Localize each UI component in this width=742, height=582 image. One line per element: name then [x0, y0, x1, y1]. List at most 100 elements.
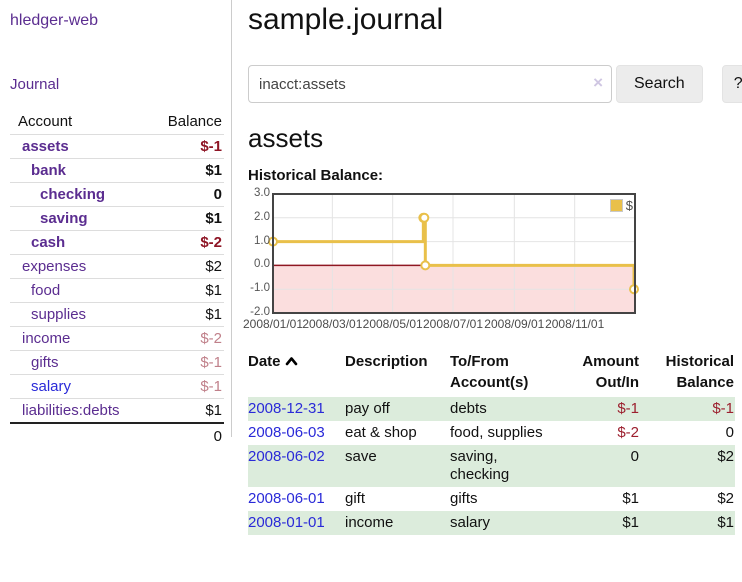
account-name-cell: cash — [10, 231, 151, 255]
account-link-income[interactable]: income — [22, 330, 71, 347]
account-link-assets[interactable]: assets — [22, 138, 69, 155]
transaction-date-cell: 2008-06-01 — [248, 487, 345, 511]
transaction-date-cell: 2008-12-31 — [248, 397, 345, 421]
transaction-date-link[interactable]: 2008-01-01 — [248, 514, 325, 531]
transaction-balance-cell: $2 — [640, 445, 735, 487]
total-spacer — [10, 423, 151, 449]
account-balance: $-2 — [200, 330, 222, 347]
account-row: food $1 — [10, 278, 224, 303]
account-balance: $1 — [205, 162, 222, 179]
x-axis-tick-label: 2008/05/01 — [362, 317, 423, 331]
transaction-date-cell: 2008-01-01 — [248, 511, 345, 535]
account-row: liabilities:debts $1 — [10, 398, 224, 424]
account-balance: $-1 — [200, 138, 222, 155]
account-link-cash[interactable]: cash — [31, 234, 66, 251]
search-input[interactable] — [248, 65, 612, 103]
account-row: bank $1 — [10, 158, 224, 183]
accounts-total-value: 0 — [213, 428, 222, 445]
account-name-cell: checking — [10, 183, 151, 207]
page-title: sample.journal — [248, 3, 444, 36]
y-axis-tick-label: -1.0 — [250, 282, 270, 295]
account-row: income $-2 — [10, 326, 224, 351]
x-axis-tick-label: 2008/01/01 — [242, 317, 304, 331]
account-name-cell: supplies — [10, 303, 151, 327]
legend-label: $ — [625, 198, 633, 213]
account-link-checking[interactable]: checking — [40, 186, 106, 203]
chart-canvas — [268, 193, 640, 314]
legend-swatch-icon — [609, 199, 623, 212]
account-row: gifts $-1 — [10, 350, 224, 375]
search-input-wrap: × — [248, 65, 612, 103]
transaction-date-link[interactable]: 2008-06-01 — [248, 490, 325, 507]
account-column-header: Account — [18, 113, 73, 130]
x-axis-tick-label: 2008/07/01 — [422, 317, 484, 331]
balance-column-header: Balance — [167, 113, 222, 130]
account-link-salary[interactable]: salary — [31, 378, 72, 395]
account-row: cash $-2 — [10, 230, 224, 255]
transaction-balance-cell: 0 — [725, 424, 734, 441]
help-button[interactable]: ? — [721, 65, 742, 103]
account-name-cell: assets — [10, 135, 151, 159]
account-balance: $-2 — [200, 234, 222, 251]
transaction-date-link[interactable]: 2008-06-02 — [248, 448, 325, 465]
account-row: salary $-1 — [10, 374, 224, 399]
transaction-description-cell: eat & shop — [345, 424, 417, 441]
transaction-description-cell: income — [345, 511, 450, 535]
y-axis-tick-label: 1.0 — [254, 234, 270, 247]
transaction-row: 2008-01-01 income salary $1 $1 — [248, 511, 735, 535]
account-row: saving $1 — [10, 206, 224, 231]
amount-column-header: Amount Out/In — [582, 353, 639, 391]
transaction-date-link[interactable]: 2008-12-31 — [248, 400, 325, 417]
main-content: sample.journal × Search ? assets Histori… — [232, 0, 742, 535]
account-balance: $1 — [205, 402, 222, 419]
clear-search-icon[interactable]: × — [593, 73, 603, 92]
account-title: assets — [248, 123, 324, 153]
account-link-gifts[interactable]: gifts — [31, 354, 59, 371]
account-link-supplies[interactable]: supplies — [31, 306, 87, 323]
account-link-liabilities-debts[interactable]: liabilities:debts — [22, 402, 120, 419]
register-header-row: Date Description To/From Account(s) Amou… — [248, 349, 735, 397]
register-table: Date Description To/From Account(s) Amou… — [248, 349, 735, 535]
transaction-amount-cell: 0 — [565, 445, 640, 487]
x-axis-tick-label: 2008/11/01 — [545, 317, 605, 331]
account-row: assets $-1 — [10, 134, 224, 159]
description-column-header: Description — [345, 353, 428, 370]
transaction-accounts-cell: salary — [450, 511, 565, 535]
account-name-cell: salary — [10, 375, 151, 399]
transaction-row: 2008-06-03 eat & shop food, supplies $-2 0 — [248, 421, 735, 445]
search-form: × Search ? — [248, 65, 742, 103]
account-link-expenses[interactable]: expenses — [22, 258, 87, 275]
account-link-food[interactable]: food — [31, 282, 61, 299]
transaction-balance-cell: $2 — [717, 490, 734, 507]
transaction-accounts-cell: food, supplies — [450, 424, 543, 441]
transaction-description-cell: gift — [345, 490, 366, 507]
transaction-date-cell: 2008-06-02 — [248, 445, 345, 487]
search-button[interactable]: Search — [616, 65, 703, 103]
x-axis-tick-label: 2008/09/01 — [484, 317, 545, 331]
nav-journal-link[interactable]: Journal — [10, 76, 60, 93]
account-balance: $2 — [205, 258, 222, 275]
chart-legend: $ — [609, 198, 633, 213]
account-row: expenses $2 — [10, 254, 224, 279]
y-axis-tick-label: 0.0 — [254, 258, 270, 271]
y-axis-tick-label: 2.0 — [254, 210, 270, 223]
account-row: checking 0 — [10, 182, 224, 207]
date-column-header[interactable]: Date — [248, 349, 345, 397]
transaction-date-cell: 2008-06-03 — [248, 421, 345, 445]
chart-label: Historical Balance: — [248, 167, 384, 184]
accounts-total-row: 0 — [10, 423, 224, 449]
sort-ascending-icon — [285, 351, 298, 372]
balance-column-header2: Historical Balance — [665, 353, 734, 391]
transaction-date-link[interactable]: 2008-06-03 — [248, 424, 325, 441]
balance-chart: $ 3.0 2.0 1.0 0.0 -1.0 -2.0 2008/01/01 2008/03/… — [243, 187, 646, 333]
account-link-bank[interactable]: bank — [31, 162, 67, 179]
account-balance: $-1 — [200, 378, 222, 395]
account-balance: $1 — [205, 282, 222, 299]
y-axis-tick-label: 3.0 — [254, 187, 270, 199]
account-name-cell: gifts — [10, 351, 151, 375]
transaction-row: 2008-12-31 pay off debts $-1 $-1 — [248, 397, 735, 421]
app-brand-link[interactable]: hledger-web — [10, 12, 99, 29]
account-name-cell: bank — [10, 159, 151, 183]
sidebar: hledger-web Journal Account Balance asse… — [0, 0, 232, 445]
account-link-saving[interactable]: saving — [40, 210, 88, 227]
